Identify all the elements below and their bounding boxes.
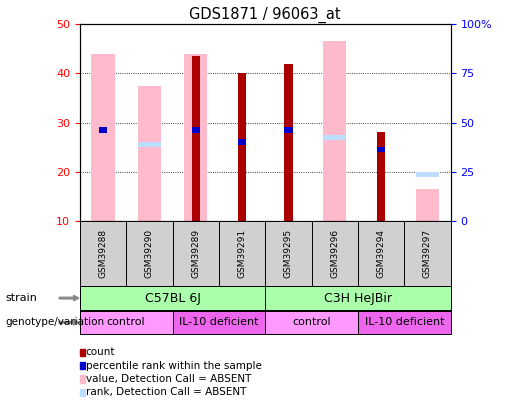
Bar [138,86,161,221]
Text: value, Detection Call = ABSENT: value, Detection Call = ABSENT [86,374,251,384]
Bar [284,64,293,221]
Text: genotype/variation: genotype/variation [5,318,104,327]
Bar [99,127,107,133]
Bar [265,311,358,334]
Bar [284,127,293,133]
Bar [265,286,451,310]
Bar [377,147,385,152]
Bar [80,286,265,310]
Text: count: count [86,347,115,357]
Bar [416,189,439,221]
Text: C3H HeJBir: C3H HeJBir [324,292,392,305]
Bar [192,56,200,221]
Text: C57BL 6J: C57BL 6J [145,292,200,305]
Bar [138,142,161,147]
Bar [238,139,246,145]
Bar [192,127,200,133]
Bar [238,73,246,221]
Bar [416,172,439,177]
Text: strain: strain [5,293,37,303]
Text: GSM39295: GSM39295 [284,228,293,278]
Bar [184,54,207,221]
Text: GSM39288: GSM39288 [98,228,108,278]
Bar [323,135,346,140]
Bar [80,311,173,334]
Bar [173,311,265,334]
Text: control: control [107,318,146,327]
Text: control: control [293,318,331,327]
Title: GDS1871 / 96063_at: GDS1871 / 96063_at [190,7,341,23]
Text: IL-10 deficient: IL-10 deficient [179,318,259,327]
Text: GSM39294: GSM39294 [376,229,386,277]
Text: GSM39290: GSM39290 [145,228,154,278]
Text: rank, Detection Call = ABSENT: rank, Detection Call = ABSENT [86,388,246,397]
Text: GSM39296: GSM39296 [330,228,339,278]
Text: GSM39289: GSM39289 [191,228,200,278]
Bar [358,311,451,334]
Bar [92,54,114,221]
Text: GSM39297: GSM39297 [423,228,432,278]
Text: GSM39291: GSM39291 [237,228,247,278]
Bar [377,132,385,221]
Text: percentile rank within the sample: percentile rank within the sample [86,361,262,371]
Bar [323,41,346,221]
Text: IL-10 deficient: IL-10 deficient [365,318,444,327]
